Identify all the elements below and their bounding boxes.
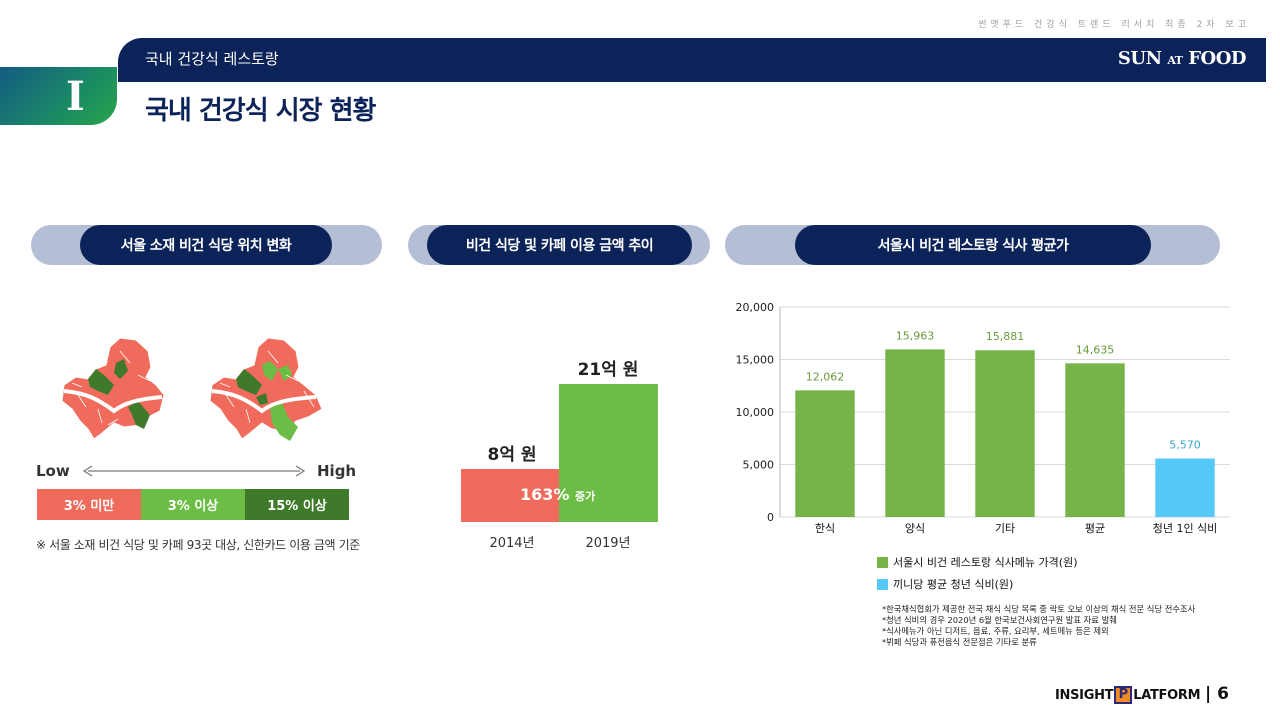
section-numeral: I [66,73,85,120]
chart-value-label: 15,963 [896,329,935,342]
chart-x-tick-label: 평균 [1085,522,1105,535]
bar-2014 [461,469,561,522]
chart-notes: *한국채식협회가 제공한 전국 채식 식당 목록 중 락토 오보 이상의 채식 … [882,604,1195,648]
price-bar-chart: 0 5,000 10,000 15,000 20,000 12,062 한식 15,963 양식… [736,301,1230,535]
seoul-map-before [61,337,165,440]
legend-label-price: 서울시 비건 레스토랑 식사메뉴 가격(원) [893,556,1078,569]
chart-note: *한국채식협회가 제공한 전국 채식 식당 목록 중 락토 오보 이상의 채식 … [882,604,1196,614]
chart-value-label: 15,881 [986,330,1025,343]
legend-high-label: High [317,462,357,480]
logo-text-latform: LATFORM [1133,687,1201,703]
chart-note: *식사메뉴가 아닌 디저트, 음료, 주류, 요리부, 세트메뉴 등은 제외 [882,626,1109,636]
legend-segment-mid: 3% 이상 [141,489,245,520]
chart-y-tick-label: 15,000 [736,354,775,367]
legend-swatch-green [877,556,888,568]
chart-bar [795,390,855,517]
value-2019: 21억 원 [577,360,639,380]
chart-y-tick-label: 5,000 [743,459,775,472]
page-number: | 6 [1205,684,1229,704]
page-title: 국내 건강식 시장 현황 [145,96,376,126]
map-source-note: ※ 서울 소재 비건 식당 및 카페 93곳 대상, 신한카드 이용 금액 기준 [36,538,360,552]
chart-note: *뷔페 식당과 퓨전음식 전문점은 기타로 분류 [882,637,1037,647]
growth-word: 증가 [575,490,596,503]
brand-food: FOOD [1188,48,1246,69]
chart-value-label: 12,062 [806,370,845,383]
bar-2019 [559,384,658,522]
chart-x-tick-label: 양식 [905,522,925,535]
chart-value-label: 5,570 [1169,439,1201,452]
brand-sun: SUN [1117,48,1162,69]
chart-x-tick-label: 한식 [815,522,835,535]
chart-value-label: 14,635 [1076,343,1115,356]
chart-legend-item-youth: 끼니당 평균 청년 식비(원) [877,576,1013,592]
chart-legend-item-price: 서울시 비건 레스토랑 식사메뉴 가격(원) [877,554,1078,570]
chart-x-tick-label: 청년 1인 식비 [1153,522,1218,535]
legend-swatch-blue [877,578,888,590]
header-bar [118,38,1266,82]
chart-note: *청년 식비의 경우 2020년 6월 한국보건사회연구원 발표 자료 발췌 [882,615,1117,625]
legend-segment-low: 3% 미만 [37,489,141,520]
chart-y-tick-label: 20,000 [736,301,775,314]
year-label-2014: 2014년 [489,536,535,551]
chart-y-tick-label: 0 [767,511,774,524]
growth-label: 163% 증가 [520,485,595,504]
legend-label-youth: 끼니당 평균 청년 식비(원) [893,578,1014,591]
chart-y-tick-label: 10,000 [736,406,775,419]
chart-x-tick-label: 기타 [995,522,1015,535]
value-2014: 8억 원 [487,445,537,465]
chart-bar [1065,363,1125,517]
growth-percent: 163% [520,485,570,504]
report-title-note: 썬앳푸드 건강식 트렌드 리서치 최종 2차 보고 [978,20,1250,30]
section-subtitle: 국내 건강식 레스토랑 [145,50,279,68]
insight-platform-logo: INSIGHT P LATFORM [1055,686,1201,704]
chart-bar [1155,458,1215,517]
logo-p-icon: P [1114,686,1133,704]
chart-bar [885,349,945,517]
section-label-spending: 비건 식당 및 카페 이용 금액 추이 [427,225,692,265]
brand-logo: SUN AT FOOD [1117,48,1247,69]
chart-bar [975,350,1035,517]
seoul-map-after [209,337,323,441]
logo-text-insight: INSIGHT [1055,687,1114,703]
section-label-map: 서울 소재 비건 식당 위치 변화 [80,225,332,265]
legend-low-label: Low [36,462,70,480]
legend-segment-high: 15% 이상 [245,489,349,520]
year-label-2019: 2019년 [585,536,631,551]
brand-at: AT [1167,54,1183,67]
section-numeral-badge [0,67,117,125]
header-curve [118,82,1280,122]
section-label-price: 서울시 비건 레스토랑 식사 평균가 [795,225,1151,265]
double-arrow-icon [82,465,306,477]
